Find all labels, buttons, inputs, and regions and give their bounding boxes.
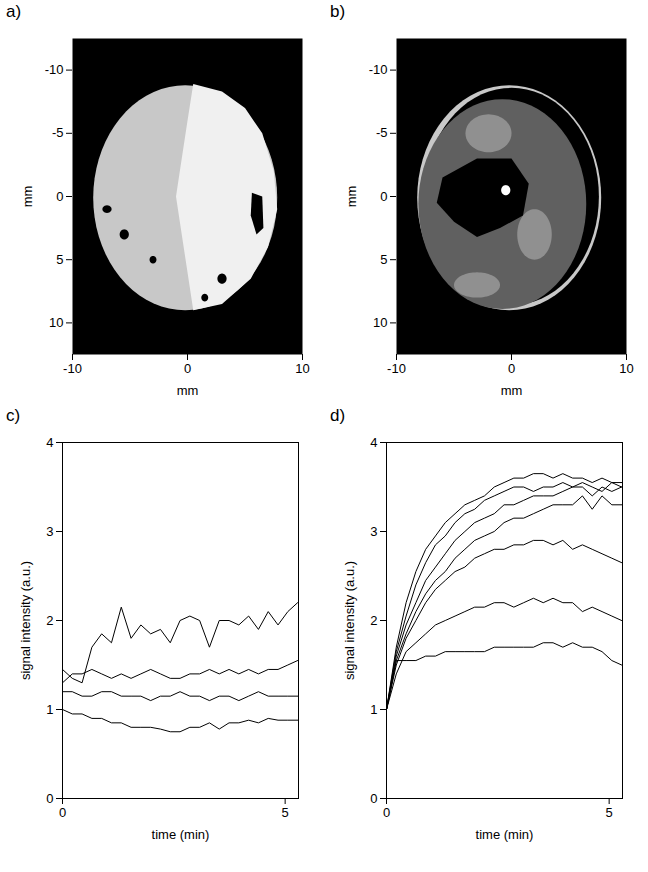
html-text:c): c) <box>6 406 21 425</box>
svg-text:10: 10 <box>373 315 387 330</box>
svg-text:5: 5 <box>606 805 613 820</box>
svg-text:-10: -10 <box>45 62 64 77</box>
svg-text:mm: mm <box>501 383 523 398</box>
svg-text:0: 0 <box>370 791 377 806</box>
svg-text:1: 1 <box>370 702 377 717</box>
svg-text:10: 10 <box>295 361 309 376</box>
svg-text:2: 2 <box>46 613 53 628</box>
svg-text:0: 0 <box>383 805 390 820</box>
svg-text:-10: -10 <box>387 361 406 376</box>
svg-text:mm: mm <box>344 186 359 208</box>
svg-text:0: 0 <box>59 805 66 820</box>
svg-text:10: 10 <box>619 361 633 376</box>
svg-text:time (min): time (min) <box>476 827 534 842</box>
svg-text:signal intensity (a.u.): signal intensity (a.u.) <box>18 561 33 680</box>
svg-text:2: 2 <box>370 613 377 628</box>
svg-text:signal intensity (a.u.): signal intensity (a.u.) <box>342 561 357 680</box>
svg-text:0: 0 <box>46 791 53 806</box>
svg-text:4: 4 <box>370 435 377 450</box>
html-text:a): a) <box>6 2 22 21</box>
html-text:b): b) <box>330 2 346 21</box>
svg-text:1: 1 <box>46 702 53 717</box>
svg-text:time (min): time (min) <box>152 827 210 842</box>
svg-text:0: 0 <box>184 361 191 376</box>
svg-text:0: 0 <box>508 361 515 376</box>
svg-text:mm: mm <box>20 186 35 208</box>
svg-text:-10: -10 <box>369 62 388 77</box>
svg-text:4: 4 <box>46 435 53 450</box>
svg-text:-5: -5 <box>52 125 64 140</box>
svg-text:5: 5 <box>282 805 289 820</box>
svg-text:5: 5 <box>56 252 63 267</box>
svg-text:0: 0 <box>56 189 63 204</box>
svg-text:10: 10 <box>49 315 63 330</box>
svg-text:3: 3 <box>370 524 377 539</box>
html-text:d): d) <box>330 406 346 425</box>
svg-text:-10: -10 <box>63 361 82 376</box>
svg-text:3: 3 <box>46 524 53 539</box>
svg-text:-5: -5 <box>376 125 388 140</box>
svg-text:5: 5 <box>380 252 387 267</box>
svg-text:mm: mm <box>177 383 199 398</box>
svg-text:0: 0 <box>380 189 387 204</box>
